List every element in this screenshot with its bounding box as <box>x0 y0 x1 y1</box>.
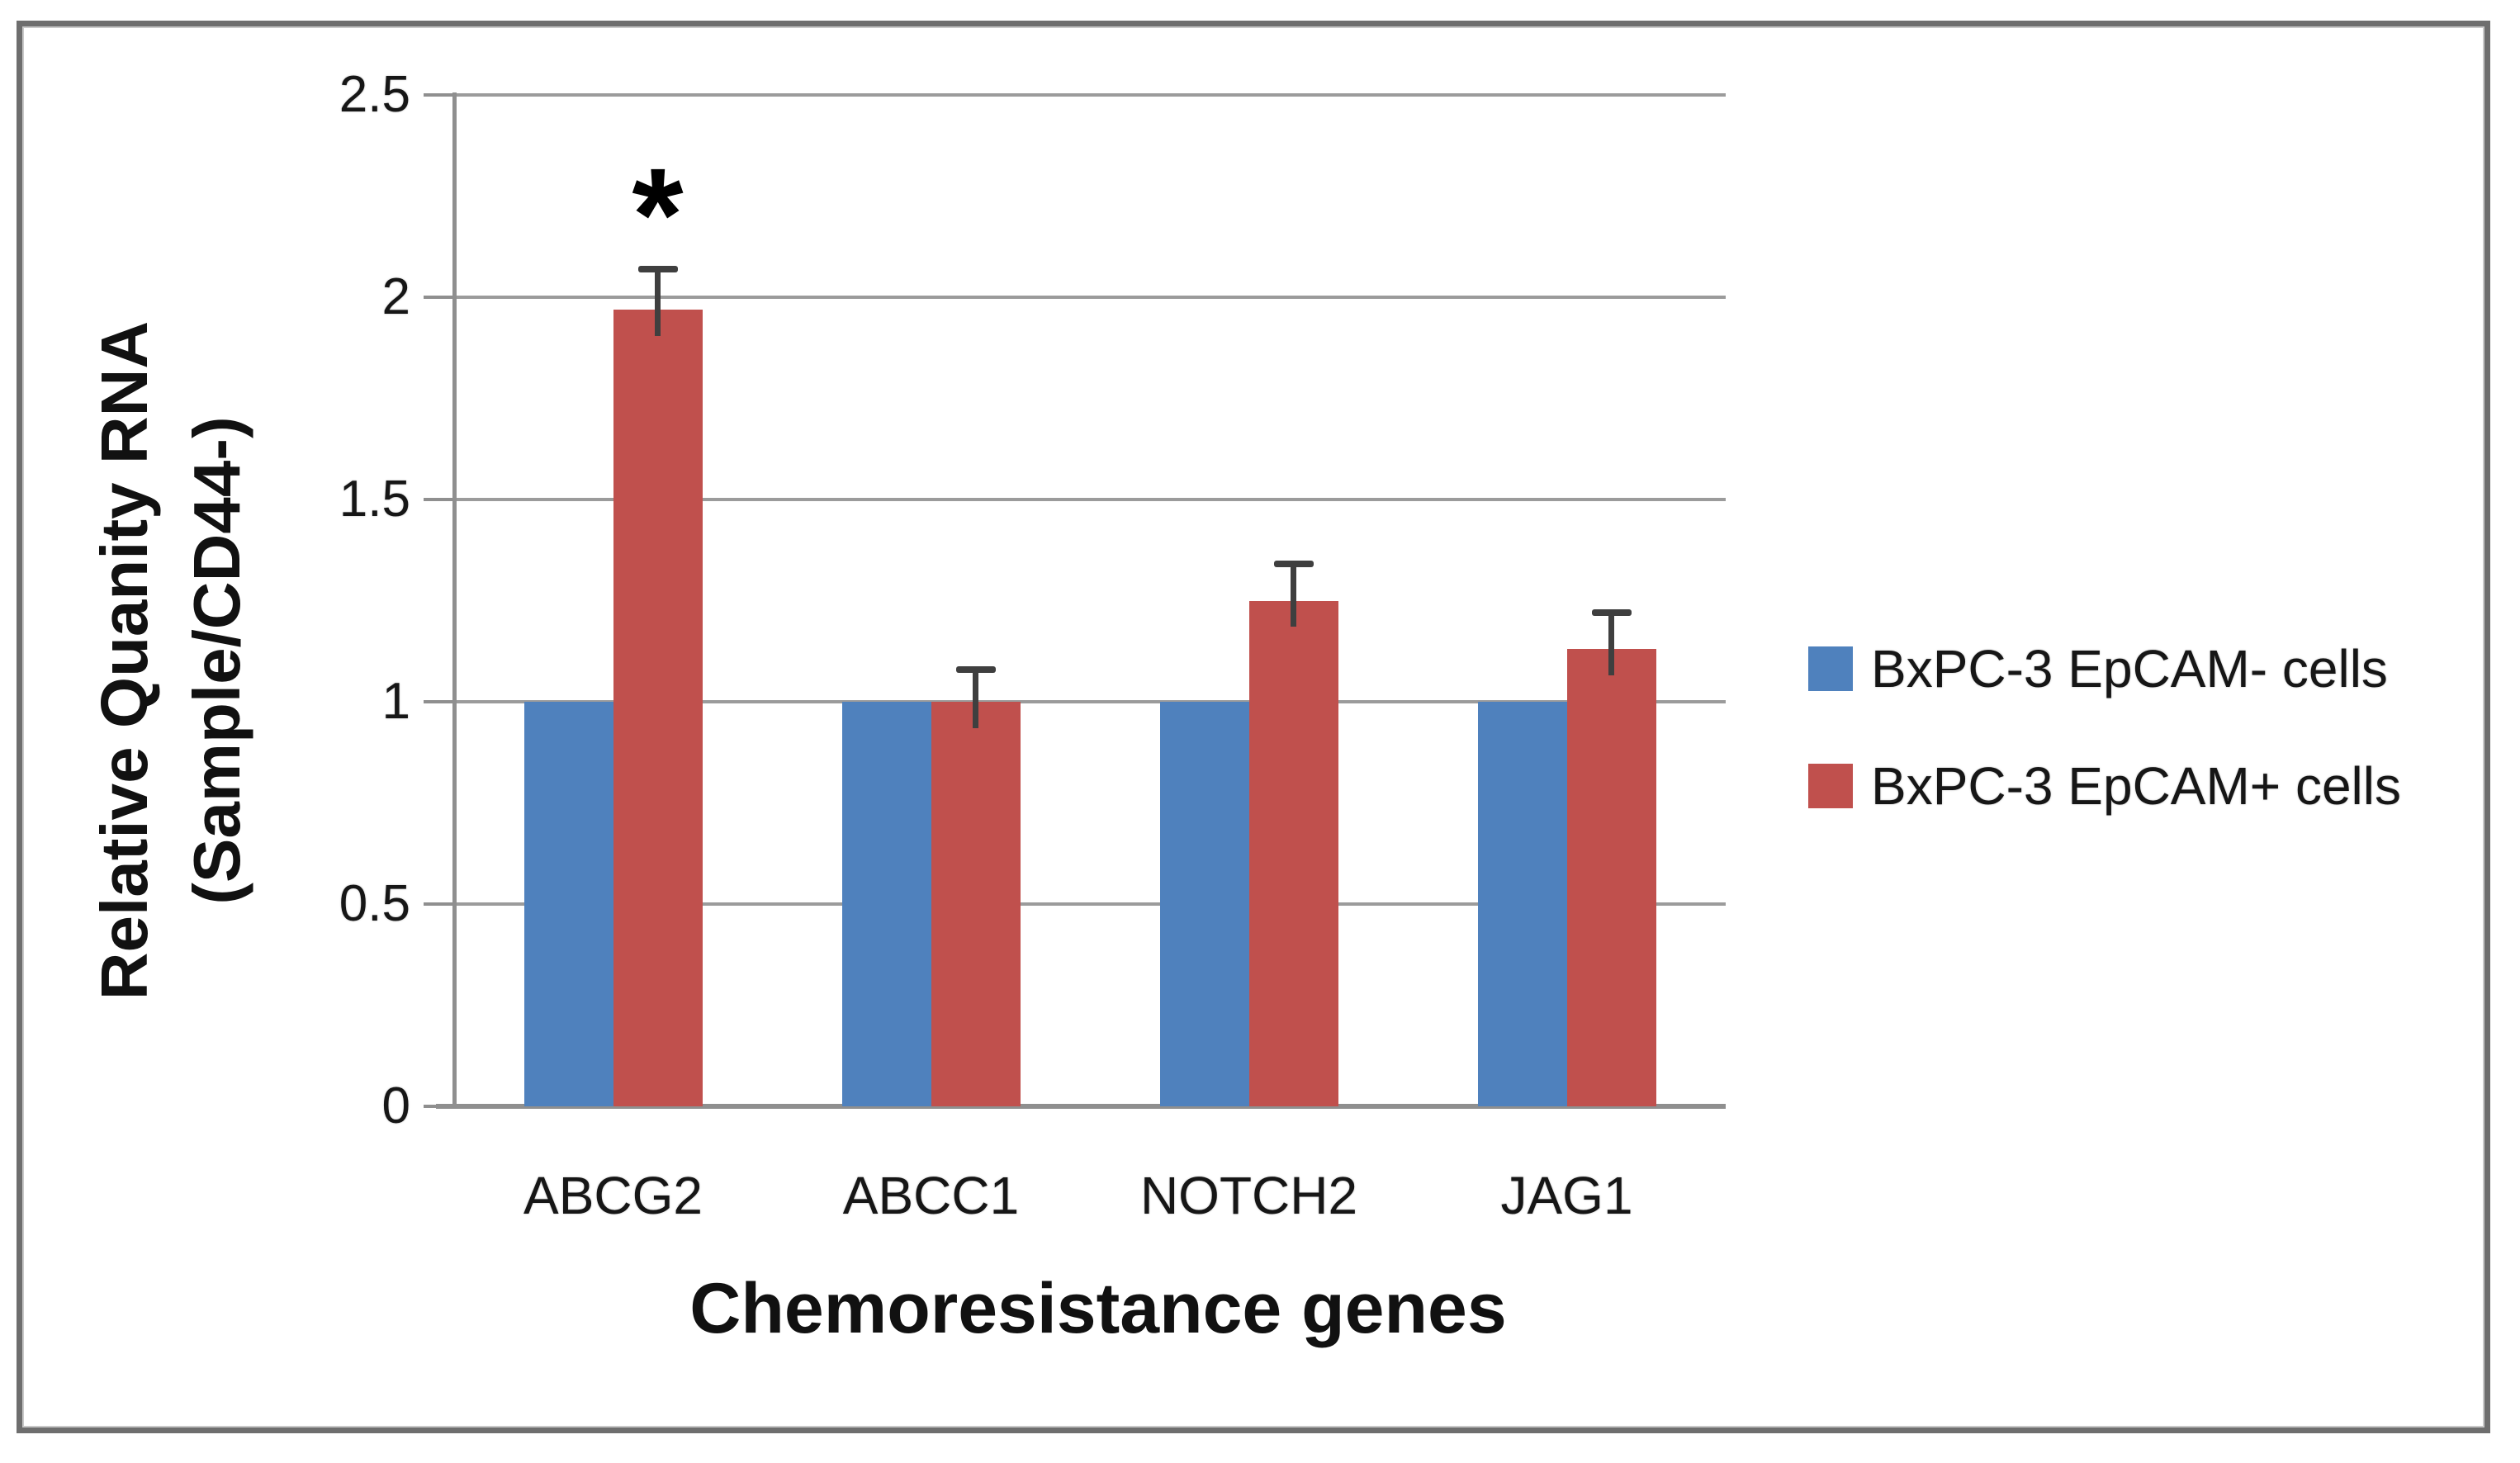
y-tickmark-2.5 <box>424 93 455 97</box>
y-tick-label-1.5: 1.5 <box>339 471 410 528</box>
gridline-0.5 <box>456 902 1726 906</box>
x-axis-line <box>436 1104 1726 1109</box>
bar-jag1-epcam-plus <box>1566 649 1656 1106</box>
figure-border <box>17 21 2490 1433</box>
legend-swatch-epcam-plus <box>1808 764 1853 808</box>
bar-notch2-epcam-minus <box>1159 702 1249 1106</box>
y-tickmark-0.5 <box>424 902 455 906</box>
x-axis-title: Chemoresistance genes <box>689 1269 1507 1348</box>
legend-item-epcam-plus: BxPC-3 EpCAM+ cells <box>1808 741 2401 831</box>
error-bar-stem-abcg2 <box>655 272 661 336</box>
legend-swatch-epcam-minus <box>1808 646 1853 691</box>
gridline-2 <box>456 296 1726 299</box>
error-bar-cap-jag1 <box>1591 609 1632 617</box>
y-tick-label-2.5: 2.5 <box>339 66 410 123</box>
legend-label-epcam-plus: BxPC-3 EpCAM+ cells <box>1871 756 2401 816</box>
x-category-label-notch2: NOTCH2 <box>1139 1166 1358 1225</box>
gridline-1.5 <box>456 498 1726 501</box>
y-tick-label-0: 0 <box>381 1077 410 1134</box>
y-axis-title: Relative Quanity RNA (Sample/CD44-) <box>78 186 268 1135</box>
gridline-1 <box>456 700 1726 703</box>
bar-abcg2-epcam-minus <box>523 702 613 1106</box>
error-bar-stem-notch2 <box>1291 567 1296 627</box>
legend: BxPC-3 EpCAM- cells BxPC-3 EpCAM+ cells <box>1808 624 2401 831</box>
error-bar-stem-jag1 <box>1608 616 1614 676</box>
bar-abcc1-epcam-minus <box>841 702 931 1106</box>
y-tickmark-1 <box>424 700 455 703</box>
y-axis-title-line2: (Sample/CD44-) <box>180 416 253 905</box>
legend-item-epcam-minus: BxPC-3 EpCAM- cells <box>1808 624 2401 713</box>
y-tickmark-1.5 <box>424 498 455 501</box>
x-category-label-jag1: JAG1 <box>1500 1166 1633 1225</box>
bar-abcg2-epcam-plus <box>613 309 703 1106</box>
y-tick-label-0.5: 0.5 <box>339 875 410 932</box>
bar-notch2-epcam-plus <box>1248 600 1338 1106</box>
y-tickmark-2 <box>424 296 455 299</box>
y-tick-label-2: 2 <box>381 268 410 325</box>
x-category-label-abcc1: ABCC1 <box>842 1166 1020 1225</box>
error-bar-cap-abcg2 <box>637 265 678 272</box>
x-category-label-abcg2: ABCG2 <box>523 1166 703 1225</box>
bar-jag1-epcam-minus <box>1477 702 1567 1106</box>
gridline-2.5 <box>456 93 1726 97</box>
error-bar-stem-abcc1 <box>973 672 978 728</box>
significance-asterisk-abcg2: * <box>632 140 684 289</box>
y-tick-label-1: 1 <box>381 673 410 730</box>
error-bar-cap-notch2 <box>1273 561 1314 568</box>
y-axis-line <box>452 92 457 1109</box>
y-axis-title-line1: Relative Quanity RNA <box>88 320 161 1001</box>
bar-abcc1-epcam-plus <box>931 702 1021 1106</box>
legend-label-epcam-minus: BxPC-3 EpCAM- cells <box>1871 639 2388 698</box>
error-bar-cap-abcc1 <box>955 665 996 673</box>
